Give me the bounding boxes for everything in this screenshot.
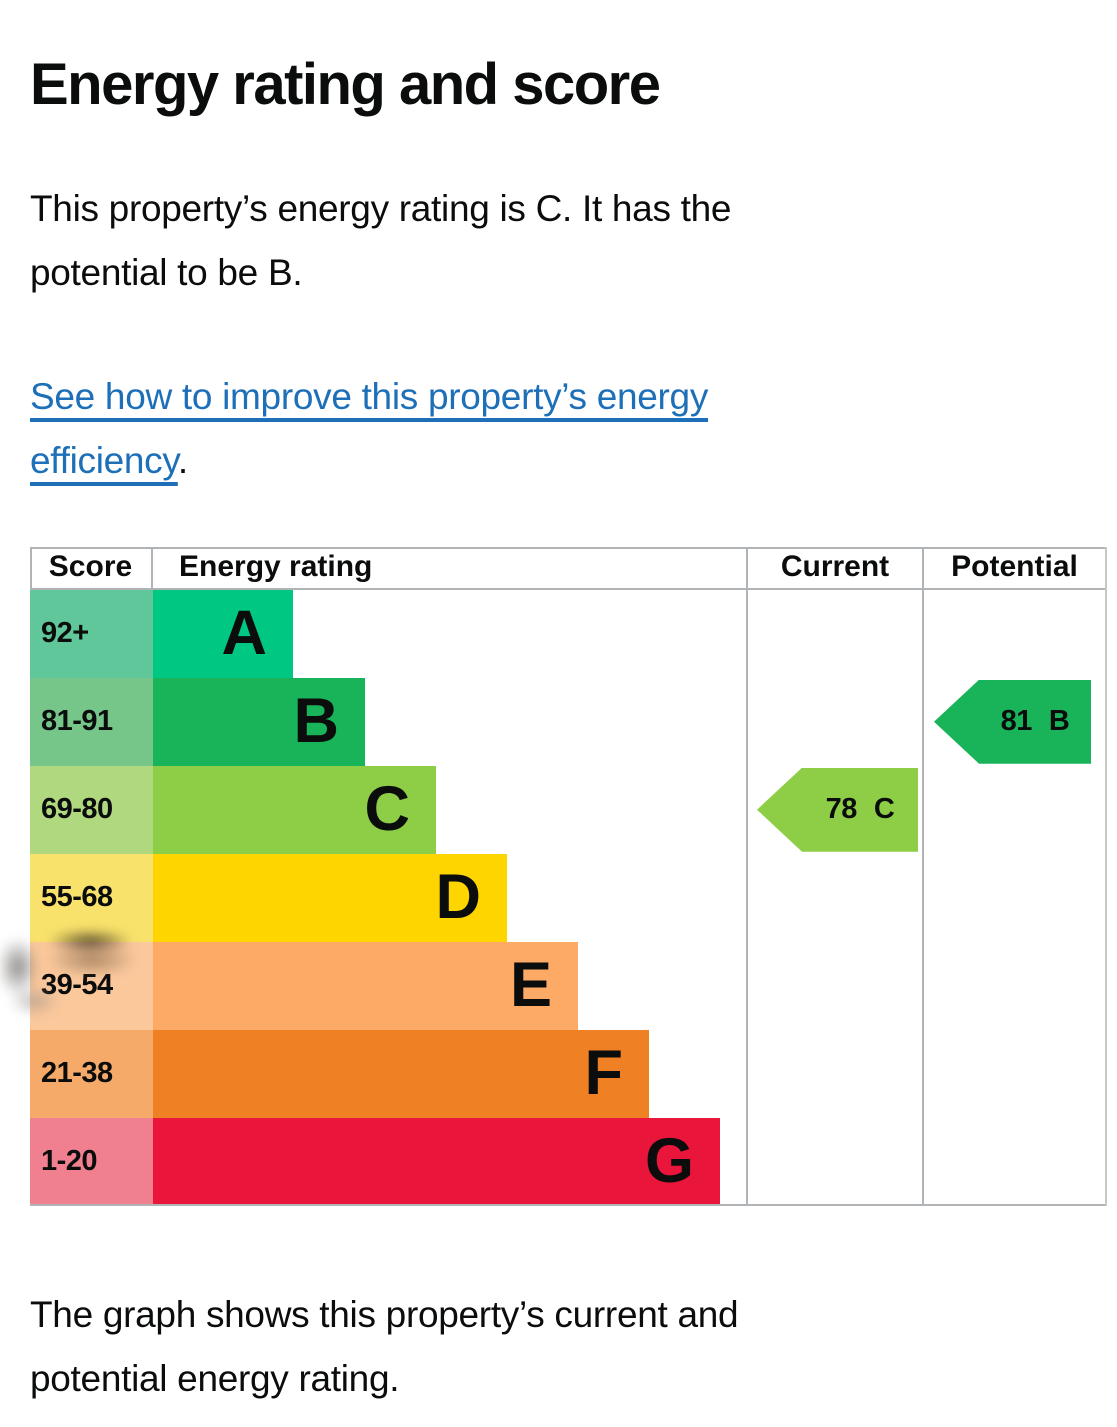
band-letter: A xyxy=(221,598,268,669)
page-title: Energy rating and score xyxy=(30,52,661,117)
score-range-label: 21-38 xyxy=(41,1057,113,1090)
improve-link-paragraph: See how to improve this property’s energ… xyxy=(30,365,1107,493)
score-range-cell: 69-80 xyxy=(30,765,153,854)
intro-paragraph: This property’s energy rating is C. It h… xyxy=(30,177,1107,305)
column-header-energy-rating: Energy rating xyxy=(179,550,373,584)
score-range-label: 39-54 xyxy=(41,969,113,1002)
potential-rating-label: 81 B xyxy=(1001,705,1070,738)
band-row-c: 69-80 C xyxy=(30,765,720,854)
band-letter: E xyxy=(509,950,552,1021)
rating-band-bar: A xyxy=(153,589,293,678)
column-header-score: Score xyxy=(48,550,133,584)
score-range-cell: 39-54 xyxy=(30,941,153,1030)
rating-band-bar: G xyxy=(153,1117,720,1206)
band-letter: B xyxy=(293,686,340,757)
rating-band-bar: D xyxy=(153,853,507,942)
column-header-current: Current xyxy=(780,550,890,584)
chart-right-border xyxy=(1105,546,1107,1206)
score-range-label: 1-20 xyxy=(41,1145,98,1178)
rating-band-bar: F xyxy=(153,1029,649,1118)
caption-line-2: potential energy rating. xyxy=(30,1357,400,1399)
score-range-label: 92+ xyxy=(41,617,89,650)
band-row-a: 92+ A xyxy=(30,589,720,678)
current-score: 78 xyxy=(825,793,858,826)
score-range-label: 81-91 xyxy=(41,705,113,738)
rating-band-bar: E xyxy=(153,941,578,1030)
potential-rating-arrow: 81 B xyxy=(934,679,1091,764)
improve-link-line-2: efficiency xyxy=(30,439,178,481)
potential-band: B xyxy=(1048,705,1070,738)
score-range-cell: 21-38 xyxy=(30,1029,153,1118)
header-left-border xyxy=(30,546,32,590)
score-range-cell: 1-20 xyxy=(30,1117,153,1206)
link-sentence-period: . xyxy=(177,439,188,481)
intro-line-2: potential to be B. xyxy=(30,251,303,293)
current-rating-arrow: 78 C xyxy=(757,767,918,852)
rating-band-bar: B xyxy=(153,677,365,766)
column-header-potential: Potential xyxy=(951,550,1078,584)
score-range-label: 69-80 xyxy=(41,793,113,826)
chart-top-border xyxy=(30,546,1107,549)
epc-rating-chart: Score Energy rating Current Potential 92… xyxy=(0,546,1108,1207)
band-letter: C xyxy=(364,774,411,845)
current-column-separator xyxy=(746,546,748,1206)
score-range-cell: 92+ xyxy=(30,589,153,678)
improve-link-line-1: See how to improve this property’s energ… xyxy=(30,375,709,417)
band-row-f: 21-38 F xyxy=(30,1029,720,1118)
band-letter: G xyxy=(644,1126,694,1197)
header-bottom-border xyxy=(30,587,1107,590)
score-range-cell: 81-91 xyxy=(30,677,153,766)
potential-score: 81 xyxy=(1000,705,1033,738)
potential-column-separator xyxy=(922,546,924,1206)
score-range-cell: 55-68 xyxy=(30,853,153,942)
current-rating-label: 78 C xyxy=(826,793,895,826)
improve-efficiency-link[interactable]: See how to improve this property’s energ… xyxy=(30,365,1107,481)
caption-line-1: The graph shows this property’s current … xyxy=(30,1293,739,1335)
band-rows: 92+ A 81-91 B 69-80 C 55-68 D 39-54 xyxy=(30,589,720,1206)
band-row-e: 39-54 E xyxy=(30,941,720,1030)
score-range-label: 55-68 xyxy=(41,881,113,914)
graph-caption: The graph shows this property’s current … xyxy=(30,1283,1107,1411)
score-column-separator xyxy=(151,546,153,590)
rating-band-bar: C xyxy=(153,765,436,854)
band-letter: F xyxy=(584,1038,623,1109)
intro-line-1: This property’s energy rating is C. It h… xyxy=(30,187,732,229)
band-row-g: 1-20 G xyxy=(30,1117,720,1206)
current-band: C xyxy=(873,793,895,826)
band-row-d: 55-68 D xyxy=(30,853,720,942)
band-letter: D xyxy=(435,862,482,933)
chart-bottom-border xyxy=(30,1203,1107,1206)
band-row-b: 81-91 B xyxy=(30,677,720,766)
